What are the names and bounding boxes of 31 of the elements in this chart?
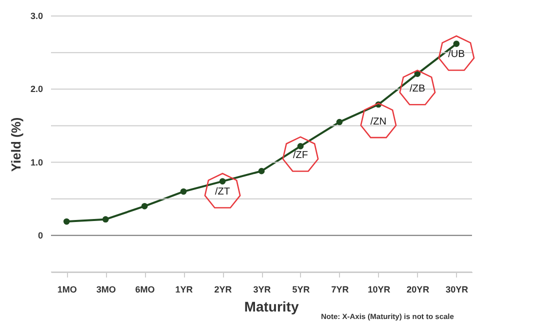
- x-tick-label: 1YR: [175, 284, 194, 294]
- point: [141, 203, 148, 210]
- point: [219, 178, 226, 184]
- point: [453, 40, 460, 47]
- annotation: /ZB: [410, 83, 426, 94]
- annotation: /UB: [448, 49, 466, 60]
- x-tick-label: 10YR: [368, 284, 391, 294]
- x-tick-label: 7YR: [331, 284, 350, 294]
- point: [180, 188, 187, 195]
- x-tick-label: 3YR: [253, 284, 272, 294]
- x-tick-label: 2YR: [214, 284, 232, 294]
- point: [102, 216, 109, 222]
- annotation: /ZN: [370, 116, 386, 128]
- x-tick-label: 5YR: [292, 284, 310, 294]
- x-axis-title: Maturity: [244, 298, 299, 314]
- point: [336, 118, 343, 126]
- annotation: /ZT: [215, 186, 230, 198]
- x-tick-label: 3MO: [96, 284, 116, 294]
- y-tick-label: 3.0: [30, 11, 43, 21]
- point: [258, 168, 265, 174]
- y-axis-title: Yield (%): [8, 117, 24, 172]
- y-tick-label: 2.0: [30, 84, 43, 94]
- x-tick-label: 30YR: [446, 284, 469, 294]
- point: [63, 218, 70, 225]
- y-tick-label: 1.0: [30, 157, 43, 168]
- x-tick-label: 20YR: [406, 284, 430, 294]
- x-tick-label: 6MO: [135, 284, 155, 294]
- y-tick-label: 0: [38, 230, 43, 240]
- point: [297, 143, 304, 150]
- x-tick-label: 1MO: [57, 284, 77, 294]
- annotation: /ZF: [292, 150, 308, 161]
